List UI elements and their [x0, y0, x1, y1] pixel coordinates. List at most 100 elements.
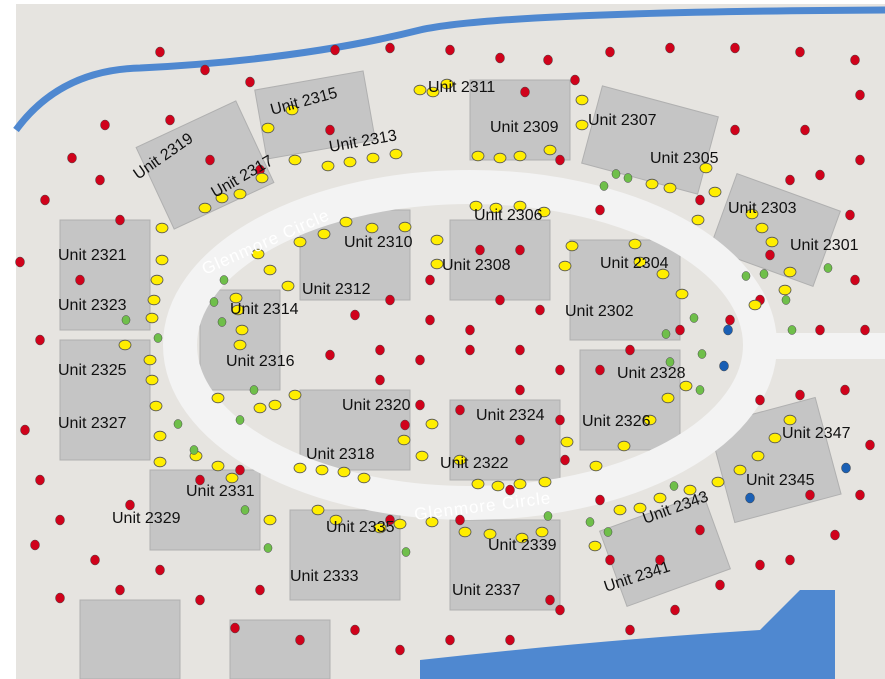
red-dot	[730, 42, 740, 54]
yellow-dot	[538, 476, 552, 488]
red-dot	[545, 594, 555, 606]
yellow-dot	[513, 150, 527, 162]
red-dot	[100, 119, 110, 131]
green-dot	[741, 271, 751, 281]
yellow-dot	[560, 436, 574, 448]
unit-label: Unit 2312	[302, 281, 371, 298]
yellow-dot	[155, 254, 169, 266]
red-dot	[15, 256, 25, 268]
red-dot	[155, 564, 165, 576]
yellow-dot	[253, 402, 267, 414]
red-dot	[125, 499, 135, 511]
yellow-dot	[145, 312, 159, 324]
red-dot	[715, 579, 725, 591]
unit-label: Unit 2306	[474, 207, 543, 224]
yellow-dot	[515, 532, 529, 544]
unit-label: Unit 2304	[600, 255, 669, 272]
green-dot	[401, 547, 411, 557]
red-dot	[455, 514, 465, 526]
unit-label: Unit 2329	[112, 510, 181, 527]
unit-label: Unit 2303	[728, 200, 797, 217]
yellow-dot	[653, 492, 667, 504]
red-dot	[595, 364, 605, 376]
yellow-dot	[145, 374, 159, 386]
red-dot	[30, 539, 40, 551]
yellow-dot	[613, 504, 627, 516]
unit-label: Unit 2331	[186, 483, 255, 500]
yellow-dot	[471, 150, 485, 162]
red-dot	[555, 364, 565, 376]
red-dot	[855, 89, 865, 101]
blue-dot	[719, 360, 729, 372]
green-dot	[787, 325, 797, 335]
unit-label: Unit 2308	[442, 257, 511, 274]
red-dot	[505, 484, 515, 496]
red-dot	[665, 42, 675, 54]
red-dot	[67, 152, 77, 164]
red-dot	[445, 634, 455, 646]
red-dot	[795, 389, 805, 401]
red-dot	[815, 169, 825, 181]
unit-label: Unit 2323	[58, 297, 127, 314]
unit-label: Unit 2328	[617, 365, 686, 382]
yellow-dot	[425, 516, 439, 528]
yellow-dot	[453, 454, 467, 466]
red-dot	[35, 474, 45, 486]
yellow-dot	[633, 256, 647, 268]
yellow-dot	[150, 274, 164, 286]
red-dot	[255, 584, 265, 596]
yellow-dot	[575, 119, 589, 131]
green-dot	[240, 505, 250, 515]
red-dot	[235, 464, 245, 476]
red-dot	[465, 324, 475, 336]
green-dot	[189, 445, 199, 455]
yellow-dot	[397, 434, 411, 446]
green-dot	[669, 481, 679, 491]
yellow-dot	[628, 238, 642, 250]
red-dot	[385, 514, 395, 526]
yellow-dot	[645, 178, 659, 190]
red-dot	[800, 124, 810, 136]
unit-label: Unit 2314	[230, 301, 299, 318]
red-dot	[515, 384, 525, 396]
green-dot	[665, 357, 675, 367]
yellow-dot	[430, 234, 444, 246]
yellow-dot	[415, 450, 429, 462]
yellow-dot	[211, 460, 225, 472]
yellow-dot	[233, 188, 247, 200]
yellow-dot	[483, 528, 497, 540]
yellow-dot	[357, 472, 371, 484]
yellow-dot	[748, 299, 762, 311]
red-dot	[605, 46, 615, 58]
red-dot	[795, 46, 805, 58]
red-dot	[245, 76, 255, 88]
unit-label: Unit 2347	[782, 425, 851, 442]
yellow-dot	[343, 156, 357, 168]
red-dot	[865, 439, 875, 451]
red-dot	[675, 324, 685, 336]
red-dot	[605, 554, 615, 566]
yellow-dot	[293, 236, 307, 248]
red-dot	[415, 399, 425, 411]
red-dot	[840, 384, 850, 396]
red-dot	[595, 204, 605, 216]
yellow-dot	[458, 526, 472, 538]
yellow-dot	[413, 84, 427, 96]
yellow-dot	[699, 162, 713, 174]
yellow-dot	[440, 78, 454, 90]
red-dot	[625, 344, 635, 356]
green-dot	[697, 349, 707, 359]
yellow-dot	[489, 202, 503, 214]
green-dot	[623, 173, 633, 183]
unit-label: Unit 2345	[746, 472, 815, 489]
yellow-dot	[565, 240, 579, 252]
red-dot	[20, 424, 30, 436]
yellow-dot	[281, 280, 295, 292]
red-dot	[425, 314, 435, 326]
red-dot	[115, 214, 125, 226]
unit-label: Unit 2339	[488, 537, 557, 554]
green-dot	[209, 297, 219, 307]
green-dot	[611, 169, 621, 179]
yellow-dot	[315, 464, 329, 476]
buildings	[59, 70, 842, 679]
